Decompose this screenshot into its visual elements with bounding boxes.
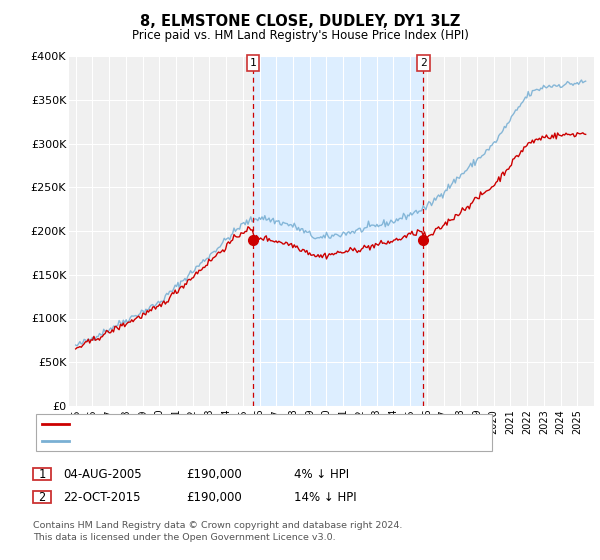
- Text: 22-OCT-2015: 22-OCT-2015: [63, 491, 140, 504]
- Text: 8, ELMSTONE CLOSE, DUDLEY, DY1 3LZ (detached house): 8, ELMSTONE CLOSE, DUDLEY, DY1 3LZ (deta…: [73, 419, 389, 429]
- Text: 1: 1: [38, 468, 46, 481]
- Text: 14% ↓ HPI: 14% ↓ HPI: [294, 491, 356, 504]
- Text: Price paid vs. HM Land Registry's House Price Index (HPI): Price paid vs. HM Land Registry's House …: [131, 29, 469, 42]
- Text: Contains HM Land Registry data © Crown copyright and database right 2024.: Contains HM Land Registry data © Crown c…: [33, 521, 403, 530]
- Text: £190,000: £190,000: [186, 468, 242, 481]
- Text: £190,000: £190,000: [186, 491, 242, 504]
- Text: 4% ↓ HPI: 4% ↓ HPI: [294, 468, 349, 481]
- Text: This data is licensed under the Open Government Licence v3.0.: This data is licensed under the Open Gov…: [33, 533, 335, 542]
- Text: 04-AUG-2005: 04-AUG-2005: [63, 468, 142, 481]
- Text: 8, ELMSTONE CLOSE, DUDLEY, DY1 3LZ: 8, ELMSTONE CLOSE, DUDLEY, DY1 3LZ: [140, 14, 460, 29]
- Text: 1: 1: [250, 58, 256, 68]
- Bar: [253, 56, 424, 406]
- Text: 2: 2: [420, 58, 427, 68]
- Text: 2: 2: [38, 491, 46, 504]
- Text: HPI: Average price, detached house, Dudley: HPI: Average price, detached house, Dudl…: [73, 436, 314, 446]
